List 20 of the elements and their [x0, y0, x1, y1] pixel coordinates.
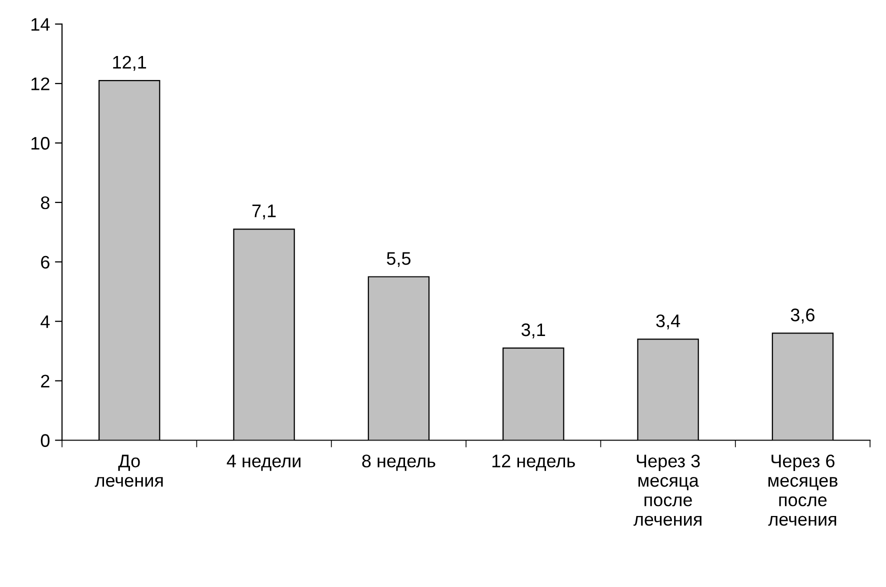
y-tick-label: 2	[41, 374, 50, 388]
y-tick-label: 12	[32, 77, 50, 90]
y-tick-label: 14	[32, 18, 50, 31]
x-tick-label: Через 3 месяца после лечения	[634, 454, 702, 526]
x-tick-label: 12 недель	[492, 454, 575, 471]
data-label: 3,6	[790, 308, 814, 324]
y-tick-label: 6	[41, 256, 50, 269]
x-tick-label: 4 недели	[226, 454, 300, 471]
y-tick-label: 10	[32, 136, 50, 150]
data-label: 3,4	[656, 314, 680, 330]
data-label: 5,5	[386, 252, 410, 267]
x-tick-label: До лечения	[94, 454, 163, 487]
data-label: 7,1	[252, 204, 276, 220]
y-tick-label: 4	[40, 315, 50, 328]
x-tick-label: Через 6 месяцев после лечения	[768, 454, 838, 526]
data-label: 12,1	[113, 56, 146, 71]
data-label: 3,1	[522, 323, 546, 338]
y-tick-label: 8	[40, 196, 50, 210]
y-tick-label: 0	[40, 434, 50, 447]
x-tick-label: 8 недель	[362, 454, 436, 471]
